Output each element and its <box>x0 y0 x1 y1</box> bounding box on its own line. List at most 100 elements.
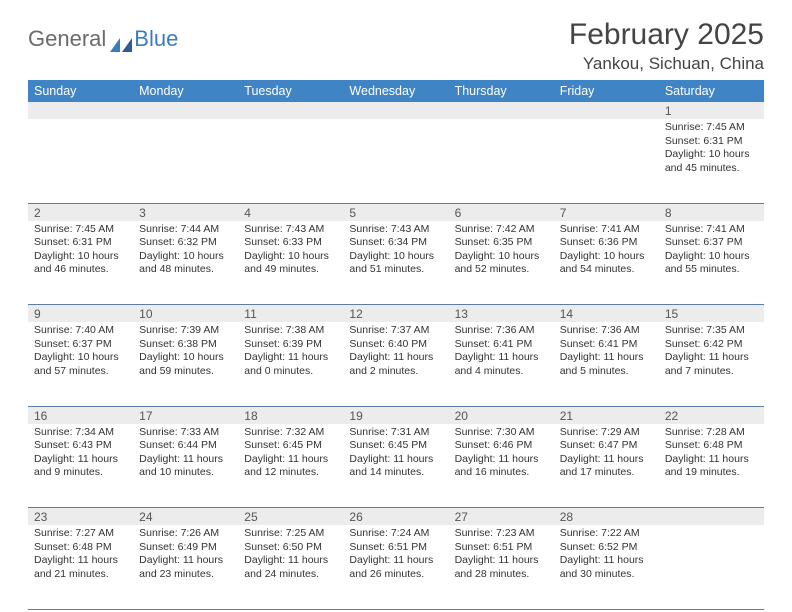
day-number: 18 <box>238 406 343 424</box>
daylight-text: Daylight: 10 hours and 49 minutes. <box>244 250 337 277</box>
day-cell <box>449 119 554 203</box>
day-content: Sunrise: 7:27 AMSunset: 6:48 PMDaylight:… <box>28 525 133 586</box>
sunrise-text: Sunrise: 7:32 AM <box>244 426 337 440</box>
day-number: 17 <box>133 406 238 424</box>
sunrise-text: Sunrise: 7:29 AM <box>560 426 653 440</box>
sunrise-text: Sunrise: 7:33 AM <box>139 426 232 440</box>
sunrise-text: Sunrise: 7:44 AM <box>139 223 232 237</box>
day-cell: Sunrise: 7:24 AMSunset: 6:51 PMDaylight:… <box>343 525 448 609</box>
sunset-text: Sunset: 6:33 PM <box>244 236 337 250</box>
day-number: 26 <box>343 508 448 526</box>
day-content: Sunrise: 7:42 AMSunset: 6:35 PMDaylight:… <box>449 221 554 282</box>
sunset-text: Sunset: 6:42 PM <box>665 338 758 352</box>
day-number <box>238 102 343 119</box>
calendar-table: Sunday Monday Tuesday Wednesday Thursday… <box>28 80 764 610</box>
day-content: Sunrise: 7:26 AMSunset: 6:49 PMDaylight:… <box>133 525 238 586</box>
day-number: 7 <box>554 203 659 221</box>
daylight-text: Daylight: 10 hours and 45 minutes. <box>665 148 758 175</box>
daylight-text: Daylight: 10 hours and 51 minutes. <box>349 250 442 277</box>
day-number: 24 <box>133 508 238 526</box>
week-row: Sunrise: 7:34 AMSunset: 6:43 PMDaylight:… <box>28 424 764 508</box>
day-content: Sunrise: 7:40 AMSunset: 6:37 PMDaylight:… <box>28 322 133 383</box>
daylight-text: Daylight: 11 hours and 24 minutes. <box>244 554 337 581</box>
weekday-header: Wednesday <box>343 80 448 102</box>
day-number: 1 <box>659 102 764 119</box>
brand-logo: General Blue <box>28 18 178 52</box>
day-content: Sunrise: 7:43 AMSunset: 6:33 PMDaylight:… <box>238 221 343 282</box>
day-number: 25 <box>238 508 343 526</box>
day-content: Sunrise: 7:36 AMSunset: 6:41 PMDaylight:… <box>554 322 659 383</box>
weekday-header: Saturday <box>659 80 764 102</box>
sunrise-text: Sunrise: 7:36 AM <box>560 324 653 338</box>
sunrise-text: Sunrise: 7:45 AM <box>665 121 758 135</box>
sunset-text: Sunset: 6:44 PM <box>139 439 232 453</box>
day-cell <box>554 119 659 203</box>
sunrise-text: Sunrise: 7:28 AM <box>665 426 758 440</box>
sunset-text: Sunset: 6:31 PM <box>34 236 127 250</box>
weekday-header-row: Sunday Monday Tuesday Wednesday Thursday… <box>28 80 764 102</box>
daylight-text: Daylight: 11 hours and 7 minutes. <box>665 351 758 378</box>
sunrise-text: Sunrise: 7:42 AM <box>455 223 548 237</box>
sunrise-text: Sunrise: 7:35 AM <box>665 324 758 338</box>
day-number: 28 <box>554 508 659 526</box>
location: Yankou, Sichuan, China <box>569 54 764 74</box>
day-content: Sunrise: 7:41 AMSunset: 6:36 PMDaylight:… <box>554 221 659 282</box>
day-content: Sunrise: 7:32 AMSunset: 6:45 PMDaylight:… <box>238 424 343 485</box>
weekday-header: Tuesday <box>238 80 343 102</box>
daylight-text: Daylight: 11 hours and 16 minutes. <box>455 453 548 480</box>
day-cell: Sunrise: 7:29 AMSunset: 6:47 PMDaylight:… <box>554 424 659 508</box>
daylight-text: Daylight: 10 hours and 55 minutes. <box>665 250 758 277</box>
day-number: 15 <box>659 305 764 323</box>
day-number: 3 <box>133 203 238 221</box>
day-number: 14 <box>554 305 659 323</box>
sunrise-text: Sunrise: 7:43 AM <box>244 223 337 237</box>
week-row: Sunrise: 7:27 AMSunset: 6:48 PMDaylight:… <box>28 525 764 609</box>
day-content: Sunrise: 7:25 AMSunset: 6:50 PMDaylight:… <box>238 525 343 586</box>
day-content: Sunrise: 7:44 AMSunset: 6:32 PMDaylight:… <box>133 221 238 282</box>
day-cell <box>659 525 764 609</box>
day-number-row: 2345678 <box>28 203 764 221</box>
day-cell: Sunrise: 7:31 AMSunset: 6:45 PMDaylight:… <box>343 424 448 508</box>
brand-part2: Blue <box>134 26 178 52</box>
sunset-text: Sunset: 6:35 PM <box>455 236 548 250</box>
daylight-text: Daylight: 11 hours and 14 minutes. <box>349 453 442 480</box>
day-number: 19 <box>343 406 448 424</box>
daylight-text: Daylight: 10 hours and 46 minutes. <box>34 250 127 277</box>
day-number: 11 <box>238 305 343 323</box>
sunset-text: Sunset: 6:50 PM <box>244 541 337 555</box>
daylight-text: Daylight: 11 hours and 0 minutes. <box>244 351 337 378</box>
day-number: 13 <box>449 305 554 323</box>
weekday-header: Thursday <box>449 80 554 102</box>
day-cell: Sunrise: 7:41 AMSunset: 6:36 PMDaylight:… <box>554 221 659 305</box>
day-content: Sunrise: 7:45 AMSunset: 6:31 PMDaylight:… <box>28 221 133 282</box>
weekday-header: Monday <box>133 80 238 102</box>
day-cell: Sunrise: 7:43 AMSunset: 6:33 PMDaylight:… <box>238 221 343 305</box>
sunrise-text: Sunrise: 7:43 AM <box>349 223 442 237</box>
day-content: Sunrise: 7:38 AMSunset: 6:39 PMDaylight:… <box>238 322 343 383</box>
day-content: Sunrise: 7:22 AMSunset: 6:52 PMDaylight:… <box>554 525 659 586</box>
daylight-text: Daylight: 11 hours and 23 minutes. <box>139 554 232 581</box>
day-content: Sunrise: 7:23 AMSunset: 6:51 PMDaylight:… <box>449 525 554 586</box>
day-content: Sunrise: 7:34 AMSunset: 6:43 PMDaylight:… <box>28 424 133 485</box>
day-content: Sunrise: 7:30 AMSunset: 6:46 PMDaylight:… <box>449 424 554 485</box>
day-number: 20 <box>449 406 554 424</box>
day-number: 2 <box>28 203 133 221</box>
day-content: Sunrise: 7:33 AMSunset: 6:44 PMDaylight:… <box>133 424 238 485</box>
day-content: Sunrise: 7:36 AMSunset: 6:41 PMDaylight:… <box>449 322 554 383</box>
sunset-text: Sunset: 6:31 PM <box>665 135 758 149</box>
daylight-text: Daylight: 11 hours and 17 minutes. <box>560 453 653 480</box>
daylight-text: Daylight: 10 hours and 59 minutes. <box>139 351 232 378</box>
daylight-text: Daylight: 10 hours and 54 minutes. <box>560 250 653 277</box>
day-number: 21 <box>554 406 659 424</box>
sunset-text: Sunset: 6:48 PM <box>34 541 127 555</box>
sunrise-text: Sunrise: 7:38 AM <box>244 324 337 338</box>
day-cell: Sunrise: 7:37 AMSunset: 6:40 PMDaylight:… <box>343 322 448 406</box>
daylight-text: Daylight: 11 hours and 21 minutes. <box>34 554 127 581</box>
day-cell: Sunrise: 7:22 AMSunset: 6:52 PMDaylight:… <box>554 525 659 609</box>
day-cell: Sunrise: 7:27 AMSunset: 6:48 PMDaylight:… <box>28 525 133 609</box>
daylight-text: Daylight: 11 hours and 19 minutes. <box>665 453 758 480</box>
sunset-text: Sunset: 6:40 PM <box>349 338 442 352</box>
daylight-text: Daylight: 11 hours and 12 minutes. <box>244 453 337 480</box>
weekday-header: Friday <box>554 80 659 102</box>
day-cell: Sunrise: 7:39 AMSunset: 6:38 PMDaylight:… <box>133 322 238 406</box>
